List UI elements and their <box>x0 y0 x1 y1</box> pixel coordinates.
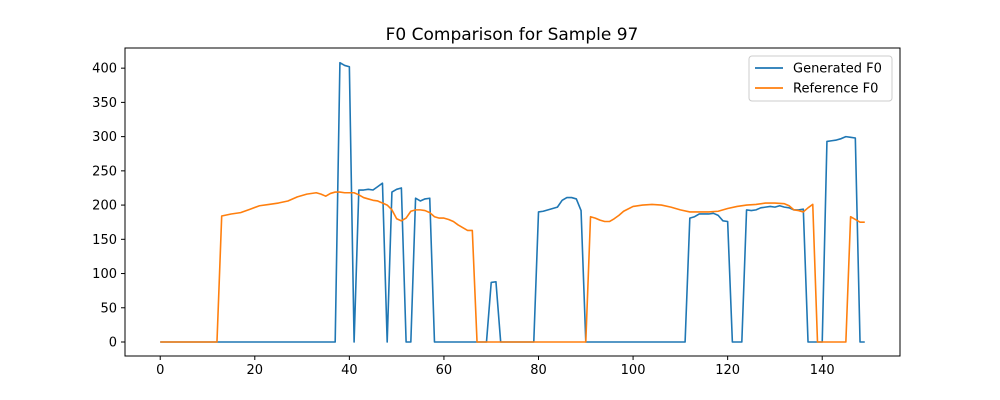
legend-label: Reference F0 <box>793 82 878 97</box>
x-tick-label: 140 <box>810 363 835 378</box>
plot-frame <box>124 47 901 357</box>
x-tick-label: 120 <box>715 363 740 378</box>
x-tick-label: 80 <box>530 363 547 378</box>
y-tick-label: 350 <box>92 96 117 111</box>
y-tick-label: 300 <box>92 130 117 145</box>
x-tick-label: 0 <box>156 363 164 378</box>
y-tick-label: 0 <box>109 336 117 351</box>
y-tick-label: 150 <box>92 233 117 248</box>
y-tick-label: 200 <box>92 199 117 214</box>
y-tick-label: 400 <box>92 62 117 77</box>
chart-title: F0 Comparison for Sample 97 <box>386 25 639 45</box>
y-tick-label: 250 <box>92 164 117 179</box>
legend: Generated F0 Reference F0 <box>748 55 893 102</box>
legend-label: Generated F0 <box>793 62 882 77</box>
y-tick-label: 100 <box>92 267 117 282</box>
x-tick-label: 100 <box>621 363 646 378</box>
x-tick-label: 20 <box>247 363 264 378</box>
legend-entries: Generated F0 Reference F0 <box>755 62 882 97</box>
legend-box <box>748 55 893 102</box>
x-tick-label: 60 <box>436 363 453 378</box>
y-axis: 0 50 100 150 200 250 300 350 400 <box>92 62 125 351</box>
series-line-reference-f0 <box>160 191 865 343</box>
series-layer <box>160 61 865 343</box>
x-axis: 0 20 40 60 80 100 120 140 <box>156 356 835 378</box>
y-tick-label: 50 <box>100 301 117 316</box>
x-tick-label: 40 <box>341 363 358 378</box>
